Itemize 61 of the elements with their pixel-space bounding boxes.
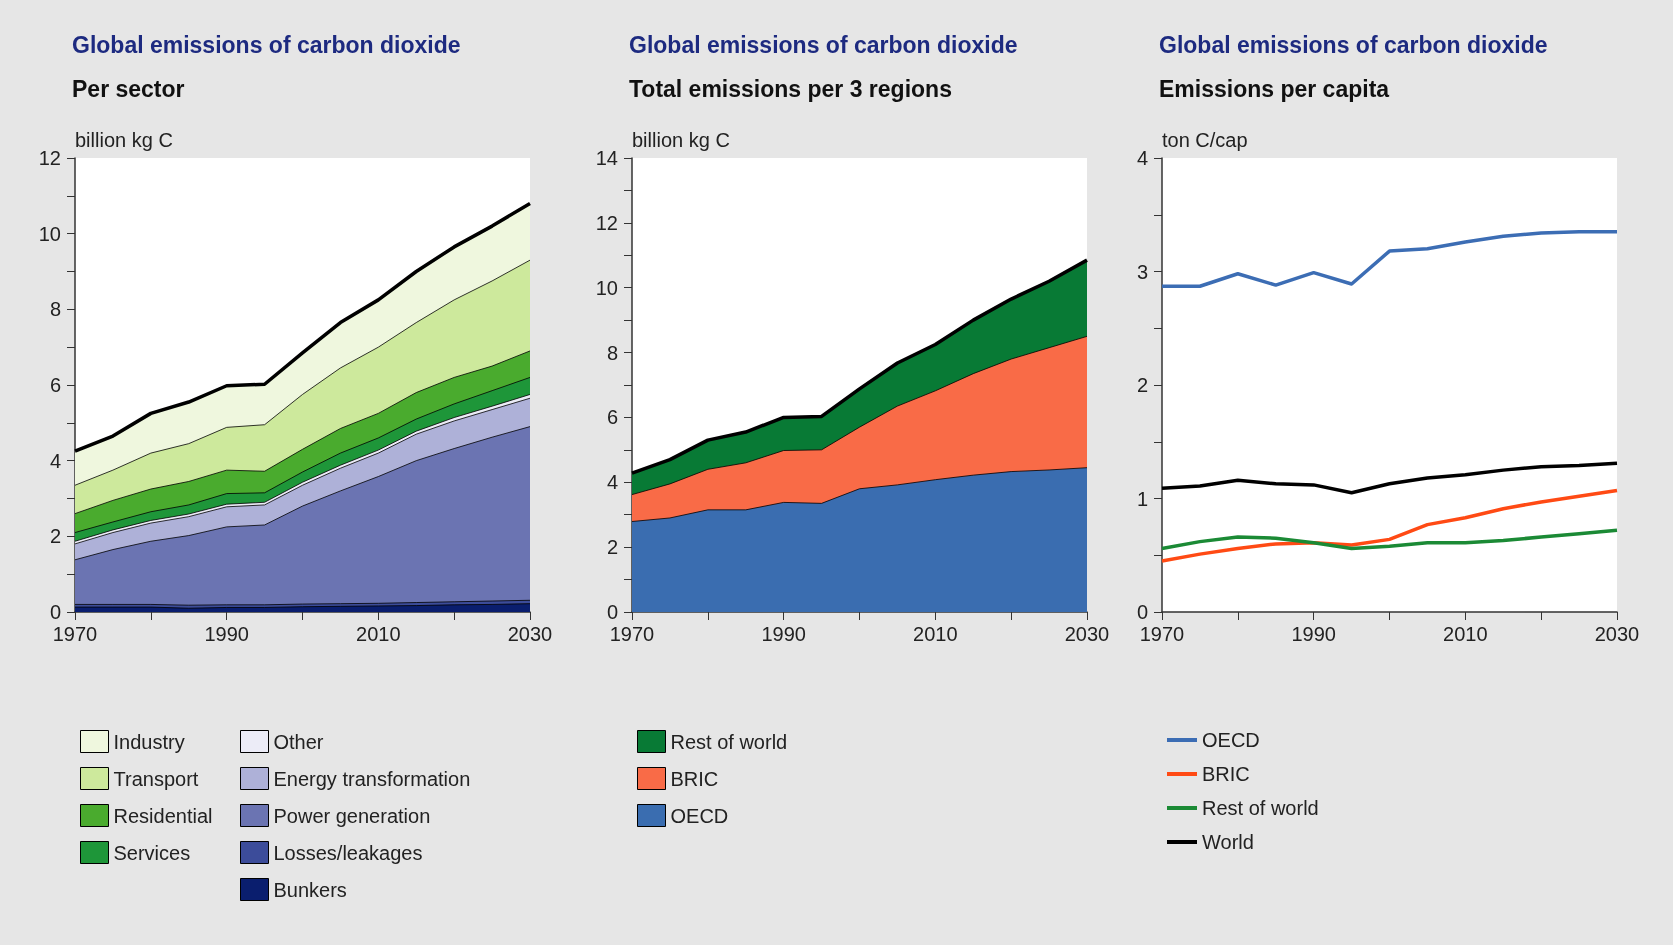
legend-label: Rest of world — [670, 730, 788, 753]
x-tick-label: 1990 — [761, 623, 806, 645]
y-tick-label: 4 — [49, 449, 61, 472]
y-tick-label: 12 — [38, 147, 61, 169]
legend-label: BRIC — [1202, 763, 1250, 785]
x-tick-label: 2010 — [913, 623, 958, 645]
legend-label: Energy transformation — [273, 767, 471, 790]
chart-title: Global emissions of carbon dioxide — [1159, 31, 1548, 58]
line-series — [1160, 528, 1619, 551]
y-tick-label: 1 — [1136, 487, 1148, 510]
x-tick-label: 2030 — [507, 623, 553, 645]
x-tick-label: 1990 — [1291, 623, 1336, 645]
legend-label: Industry — [113, 730, 185, 753]
x-tick-label: 2030 — [1594, 623, 1640, 645]
y-axis-title: ton C/cap — [1162, 129, 1248, 151]
x-tick-label: 2010 — [1443, 623, 1488, 645]
y-tick-label: 4 — [1136, 147, 1148, 169]
y-tick-label: 2 — [606, 536, 618, 559]
x-tick-label: 1990 — [204, 623, 249, 645]
chart-title: Global emissions of carbon dioxide — [72, 31, 461, 58]
y-tick-label: 4 — [606, 471, 618, 494]
y-tick-label: 0 — [49, 601, 61, 623]
y-tick-label: 2 — [49, 525, 61, 548]
legend-label: Power generation — [273, 804, 431, 827]
y-tick-label: 14 — [595, 147, 618, 169]
legend-label: BRIC — [670, 767, 719, 790]
x-tick-label: 2030 — [1064, 623, 1110, 645]
y-tick-label: 0 — [606, 601, 618, 623]
legend-label: Losses/leakages — [273, 841, 423, 864]
y-tick-label: 0 — [1136, 601, 1148, 623]
line-series — [1160, 488, 1619, 563]
y-tick-label: 6 — [49, 374, 61, 396]
chart-subtitle: Total emissions per 3 regions — [629, 75, 952, 102]
line-series — [1160, 230, 1619, 289]
x-tick-label: 1970 — [52, 623, 98, 645]
legend-label: OECD — [1202, 729, 1260, 751]
y-tick-label: 10 — [595, 276, 618, 299]
y-axis-title: billion kg C — [75, 129, 173, 151]
legend-label: Residential — [113, 804, 213, 827]
y-tick-label: 8 — [606, 341, 618, 364]
legend-label: Transport — [113, 767, 199, 790]
x-tick-label: 1970 — [1139, 623, 1185, 645]
legend-label: World — [1202, 831, 1254, 853]
chart-subtitle: Emissions per capita — [1159, 75, 1390, 102]
x-tick-label: 1970 — [609, 623, 655, 645]
legend-label: Other — [273, 730, 324, 753]
legend-label: Services — [113, 841, 191, 864]
chart-subtitle: Per sector — [72, 75, 185, 102]
y-tick-label: 2 — [1136, 374, 1148, 396]
y-axis-title: billion kg C — [632, 129, 730, 151]
line-series — [1160, 461, 1619, 495]
legend-label: Bunkers — [273, 878, 347, 901]
y-tick-label: 3 — [1136, 260, 1148, 283]
chart-title: Global emissions of carbon dioxide — [629, 31, 1018, 58]
y-tick-label: 8 — [49, 298, 61, 321]
legend-label: OECD — [670, 804, 729, 827]
y-tick-label: 12 — [595, 211, 618, 234]
x-tick-label: 2010 — [356, 623, 401, 645]
y-tick-label: 10 — [38, 222, 61, 245]
legend-label: Rest of world — [1202, 797, 1319, 819]
y-tick-label: 6 — [606, 406, 618, 429]
